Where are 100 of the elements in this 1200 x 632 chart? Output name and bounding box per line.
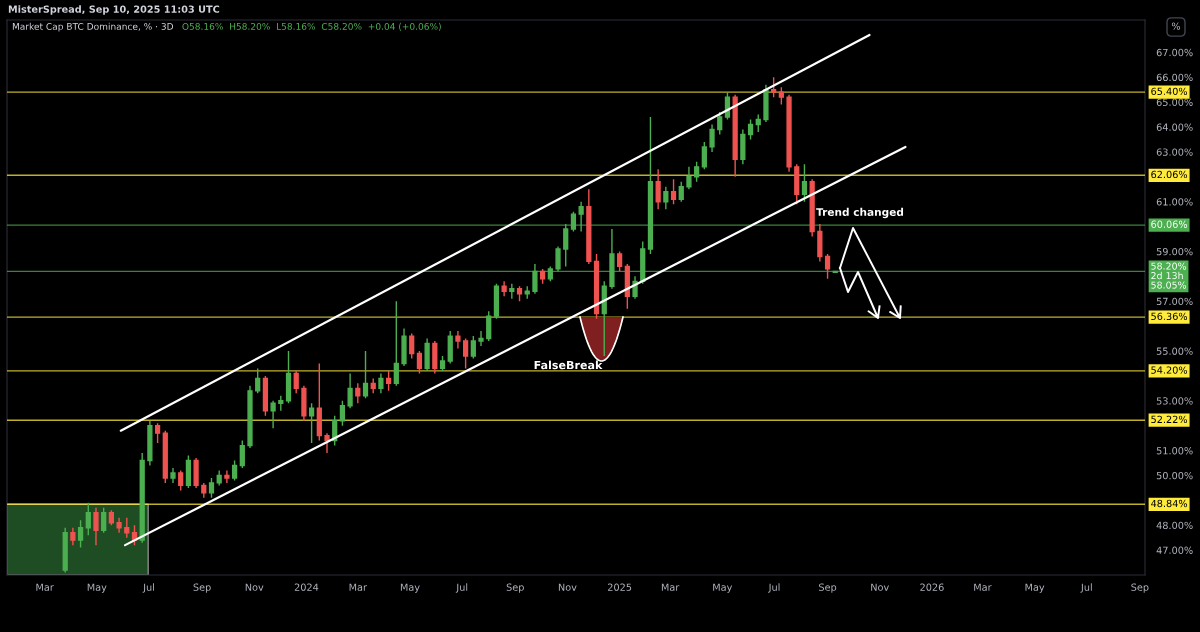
candlestick bbox=[817, 223, 823, 263]
candlestick bbox=[208, 477, 215, 499]
candlestick bbox=[347, 372, 353, 409]
x-tick-label: Jul bbox=[455, 583, 468, 593]
candlestick bbox=[201, 482, 207, 499]
y-tick-label: 57.00% bbox=[1156, 297, 1193, 306]
candlestick bbox=[771, 76, 777, 98]
ref-line-label: 60.06% bbox=[1151, 220, 1188, 228]
candlestick bbox=[116, 517, 122, 534]
candlestick bbox=[709, 123, 715, 153]
chart-subtitle: O58.16% H58.20% L58.16% C58.20% +0.04 (+0.06%) bbox=[182, 22, 441, 31]
candlestick bbox=[370, 377, 376, 395]
x-tick-label: Nov bbox=[245, 583, 264, 591]
chart-title: Market Cap BTC Dominance, % · 3D bbox=[12, 22, 174, 32]
candlestick bbox=[85, 502, 91, 536]
candlestick bbox=[463, 337, 469, 370]
candlestick bbox=[670, 178, 677, 205]
x-tick-label: May bbox=[713, 583, 733, 593]
candlestick bbox=[586, 188, 592, 265]
candlestick bbox=[617, 250, 623, 273]
candlestick bbox=[324, 432, 330, 454]
candlestick bbox=[270, 400, 276, 429]
candlestick bbox=[308, 402, 315, 444]
candlestick bbox=[362, 350, 369, 399]
candlestick bbox=[786, 93, 792, 173]
y-tick-label: 66.00% bbox=[1156, 73, 1193, 82]
x-tick-label: Mar bbox=[974, 583, 992, 591]
y-tick-label: 50.00% bbox=[1156, 471, 1193, 480]
x-tick-label: Jul bbox=[768, 583, 780, 593]
y-tick-label: 64.00% bbox=[1156, 123, 1193, 131]
candlestick bbox=[355, 382, 361, 404]
x-tick-label: May bbox=[400, 583, 420, 593]
text: MisterSpread, Sep 10, 2025 11:03 UTC bbox=[8, 5, 220, 15]
candlestick bbox=[801, 163, 808, 203]
x-tick-label: Mar bbox=[36, 583, 54, 591]
ref-line-label: 65.40% bbox=[1151, 87, 1188, 95]
ref-line-label: 52.22% bbox=[1151, 415, 1188, 424]
y-tick-label: 47.00% bbox=[1156, 546, 1193, 554]
x-tick-label: Sep bbox=[506, 583, 524, 593]
candlestick bbox=[516, 285, 523, 302]
x-tick-label: Sep bbox=[819, 583, 837, 593]
candlestick bbox=[432, 340, 438, 375]
x-tick-label: Mar bbox=[349, 583, 367, 591]
y-tick-label: 51.00% bbox=[1156, 447, 1193, 455]
candlestick bbox=[424, 337, 430, 372]
candlestick bbox=[401, 327, 407, 367]
y-tick-label: 53.00% bbox=[1156, 397, 1193, 405]
y-tick-label: 55.00% bbox=[1156, 347, 1193, 355]
candlestick bbox=[147, 420, 153, 467]
ref-line-label: 62.06% bbox=[1151, 170, 1188, 179]
y-tick-label: 59.00% bbox=[1156, 247, 1193, 256]
x-tick-label: Nov bbox=[871, 583, 889, 591]
candlestick bbox=[439, 355, 446, 372]
candlestick bbox=[393, 300, 399, 387]
candlestick bbox=[385, 370, 392, 392]
x-tick-label: May bbox=[87, 583, 107, 593]
ref-line-label: 56.36% bbox=[1151, 312, 1188, 320]
y-tick-label: 63.00% bbox=[1156, 148, 1193, 156]
x-tick-label: Nov bbox=[558, 583, 577, 591]
candlestick bbox=[178, 469, 184, 492]
candlestick bbox=[378, 372, 384, 395]
candlestick bbox=[655, 168, 661, 210]
x-tick-label: May bbox=[1025, 583, 1045, 593]
candlestick bbox=[216, 469, 222, 487]
candlestick bbox=[694, 161, 700, 183]
x-tick-label: Sep bbox=[193, 583, 211, 593]
annotation: Trend changed bbox=[816, 207, 904, 219]
candlestick bbox=[678, 181, 684, 203]
candlestick bbox=[755, 113, 761, 133]
ref-line-label: 48.84% bbox=[1151, 499, 1188, 508]
candlestick bbox=[301, 385, 307, 422]
candlestick bbox=[124, 517, 130, 539]
annotation: FalseBreak bbox=[534, 360, 603, 370]
x-tick-label: 2025 bbox=[607, 583, 632, 591]
text: % bbox=[1171, 22, 1181, 30]
ref-line-label: 54.20% bbox=[1151, 366, 1188, 374]
candlestick bbox=[170, 467, 176, 484]
x-tick-label: 2024 bbox=[294, 583, 319, 591]
y-tick-label: 48.00% bbox=[1156, 521, 1193, 530]
candlestick bbox=[154, 422, 161, 444]
candlestick bbox=[93, 507, 99, 546]
candlestick bbox=[478, 330, 484, 347]
candlestick bbox=[540, 268, 546, 285]
candlestick bbox=[686, 166, 692, 190]
x-tick-label: Mar bbox=[661, 583, 680, 591]
candlestick bbox=[70, 527, 76, 546]
candlestick bbox=[77, 519, 84, 549]
candlestick bbox=[278, 395, 284, 412]
candlestick bbox=[455, 330, 461, 350]
candlestick bbox=[224, 469, 230, 484]
candlestick bbox=[509, 283, 515, 300]
candlestick bbox=[778, 86, 784, 106]
candlestick bbox=[501, 280, 507, 297]
x-tick-label: Sep bbox=[1131, 583, 1149, 593]
candlestick bbox=[524, 285, 530, 300]
candlestick bbox=[763, 84, 769, 123]
candlestick bbox=[470, 335, 476, 360]
candlestick bbox=[740, 128, 746, 166]
candlestick bbox=[316, 362, 322, 442]
candlestick bbox=[663, 186, 669, 210]
